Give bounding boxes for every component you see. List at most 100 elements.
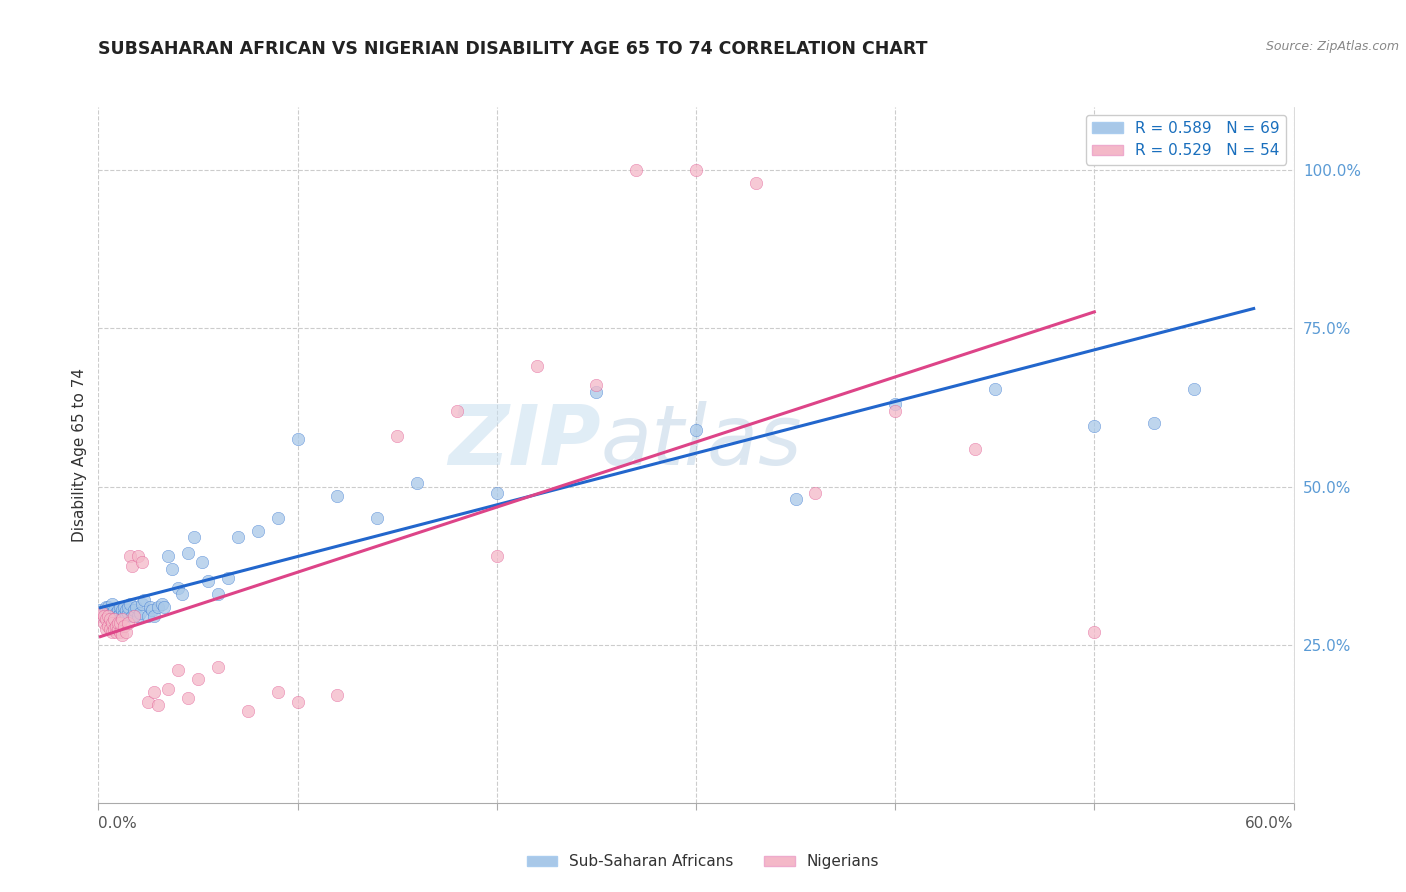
Point <box>167 581 190 595</box>
Point <box>91 609 114 624</box>
Point <box>103 603 125 617</box>
Point <box>1083 419 1105 434</box>
Point <box>100 603 122 617</box>
Point <box>585 378 607 392</box>
Point <box>91 606 114 620</box>
Point <box>191 556 214 570</box>
Point <box>153 599 176 614</box>
Point <box>385 429 409 443</box>
Point <box>103 612 125 626</box>
Point <box>585 384 607 399</box>
Point <box>129 606 152 620</box>
Point <box>105 625 128 640</box>
Point <box>143 685 166 699</box>
Point <box>115 609 138 624</box>
Point <box>117 599 139 614</box>
Point <box>172 587 194 601</box>
Point <box>112 599 135 614</box>
Point <box>1083 625 1105 640</box>
Point <box>120 597 142 611</box>
Point <box>127 549 149 563</box>
Point <box>93 606 115 620</box>
Point <box>177 546 200 560</box>
Point <box>148 698 170 712</box>
Point <box>101 625 124 640</box>
Point <box>105 618 128 632</box>
Point <box>745 176 768 190</box>
Point <box>884 397 907 411</box>
Point <box>115 603 138 617</box>
Point <box>366 511 388 525</box>
Point <box>143 609 166 624</box>
Point <box>446 403 468 417</box>
Point <box>785 492 807 507</box>
Point <box>96 609 118 624</box>
Point <box>100 609 122 624</box>
Point <box>136 695 159 709</box>
Point <box>121 558 143 573</box>
Point <box>148 599 170 614</box>
Point <box>110 599 132 614</box>
Point <box>804 486 827 500</box>
Point <box>117 606 139 620</box>
Point <box>246 524 269 538</box>
Point <box>111 603 134 617</box>
Point <box>105 612 128 626</box>
Point <box>111 612 134 626</box>
Point <box>97 618 120 632</box>
Legend: Sub-Saharan Africans, Nigerians: Sub-Saharan Africans, Nigerians <box>520 848 886 875</box>
Text: atlas: atlas <box>600 401 801 482</box>
Point <box>96 599 118 614</box>
Point <box>485 549 508 563</box>
Point <box>167 663 190 677</box>
Point <box>1182 382 1205 396</box>
Point <box>107 622 129 636</box>
Point <box>107 603 129 617</box>
Point <box>120 549 142 563</box>
Point <box>207 660 229 674</box>
Point <box>103 622 125 636</box>
Legend: R = 0.589   N = 69, R = 0.529   N = 54: R = 0.589 N = 69, R = 0.529 N = 54 <box>1087 115 1286 164</box>
Point <box>103 609 125 624</box>
Point <box>111 609 134 624</box>
Point <box>110 625 132 640</box>
Point <box>107 615 129 630</box>
Point <box>187 673 209 687</box>
Point <box>105 606 128 620</box>
Point <box>100 612 122 626</box>
Point <box>197 574 219 589</box>
Point <box>101 615 124 630</box>
Point <box>100 622 122 636</box>
Point <box>124 603 146 617</box>
Point <box>97 606 120 620</box>
Point <box>134 593 156 607</box>
Point <box>127 609 149 624</box>
Point <box>217 571 239 585</box>
Point <box>626 163 648 178</box>
Point <box>207 587 229 601</box>
Point <box>267 685 290 699</box>
Point <box>111 628 134 642</box>
Point <box>112 618 135 632</box>
Point <box>183 530 205 544</box>
Point <box>485 486 508 500</box>
Point <box>136 609 159 624</box>
Point <box>110 615 132 630</box>
Point <box>96 622 118 636</box>
Point <box>326 688 349 702</box>
Text: 60.0%: 60.0% <box>1246 816 1294 831</box>
Point <box>110 606 132 620</box>
Point <box>89 609 111 624</box>
Text: ZIP: ZIP <box>447 401 600 482</box>
Point <box>124 609 146 624</box>
Point <box>1143 417 1166 431</box>
Point <box>131 556 153 570</box>
Point <box>526 359 548 374</box>
Point <box>97 609 120 624</box>
Point <box>139 599 162 614</box>
Point <box>884 403 907 417</box>
Text: Source: ZipAtlas.com: Source: ZipAtlas.com <box>1265 40 1399 54</box>
Point <box>131 597 153 611</box>
Point <box>177 691 200 706</box>
Point <box>287 432 309 446</box>
